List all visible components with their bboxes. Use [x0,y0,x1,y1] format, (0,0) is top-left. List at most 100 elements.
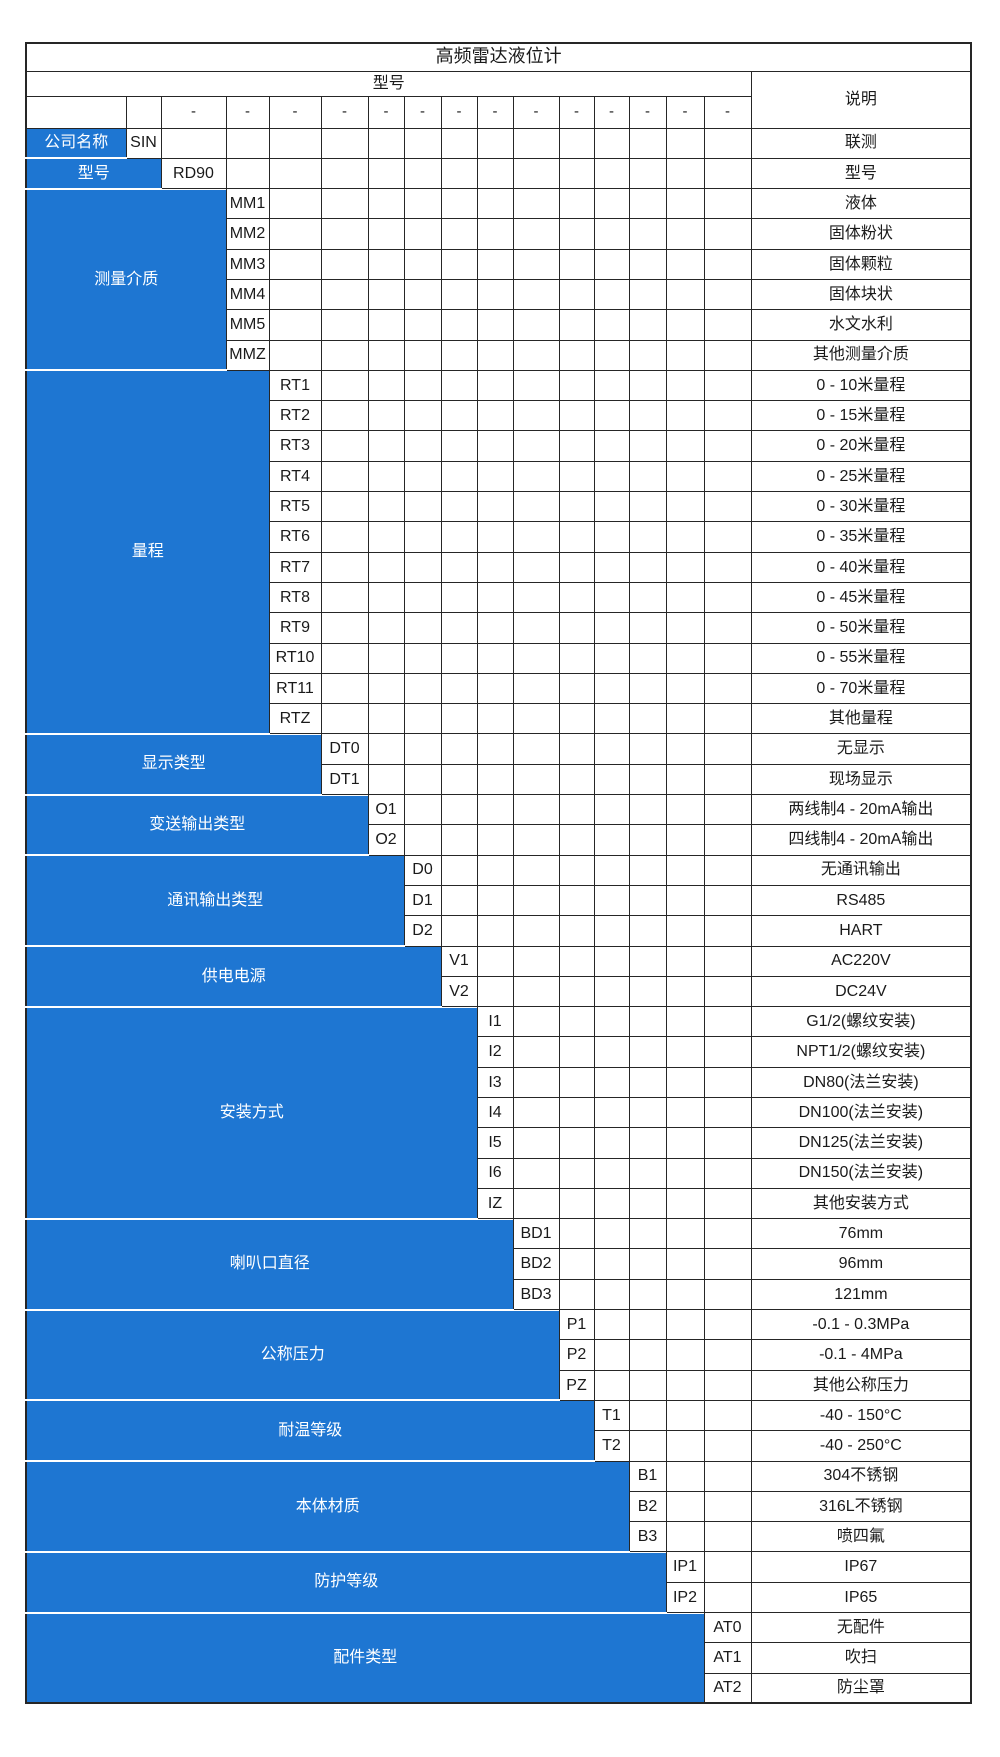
empty-cell [628,824,667,856]
empty-cell [628,672,667,705]
empty-cell [665,521,705,553]
empty-cell [558,1278,595,1311]
empty-cell [440,642,478,674]
empty-cell [403,672,442,705]
description-cell: G1/2(螺纹安装) [750,1006,972,1038]
empty-cell [558,400,595,432]
empty-cell [403,188,442,220]
code-cell: MMZ [225,339,270,371]
empty-cell [703,1278,752,1311]
dash-cell: - [320,95,369,129]
description-cell: -40 - 250°C [750,1430,972,1462]
empty-cell [593,551,630,583]
description-cell: IP67 [750,1551,972,1583]
empty-cell [628,1369,667,1401]
empty-cell [665,975,705,1008]
empty-cell [476,218,514,250]
empty-cell [628,218,667,250]
empty-cell [703,491,752,523]
empty-cell [512,157,560,190]
empty-cell [367,218,405,250]
empty-cell [665,824,705,856]
empty-cell [665,1369,705,1401]
description-cell: 固体粉状 [750,218,972,250]
empty-cell [476,188,514,220]
empty-cell [558,733,595,765]
code-cell: DT0 [320,733,369,765]
dash-cell: - [476,95,514,129]
empty-cell [512,551,560,583]
empty-cell [367,703,405,735]
empty-cell [512,672,560,705]
empty-cell [440,581,478,614]
empty-cell [403,430,442,462]
table-row: MMZ 其他测量介质 [26,339,972,371]
code-cell: RD90 [160,157,227,190]
empty-cell [476,884,514,917]
empty-cell [440,824,478,856]
empty-cell [593,309,630,341]
table-row: 量程 RT1 0 - 10米量程 [25,369,972,735]
empty-cell [476,521,514,553]
empty-cell [440,369,478,402]
empty-cell [558,1036,595,1068]
empty-cell [703,672,752,705]
description-cell: 316L不锈钢 [750,1490,972,1523]
empty-cell [225,127,270,159]
code-cell: D2 [403,915,442,947]
description-cell: 0 - 15米量程 [750,400,972,432]
empty-cell [160,127,227,159]
category-cell: 测量介质 [25,188,227,372]
empty-cell [268,188,322,220]
empty-cell [558,551,595,583]
empty-cell [512,763,560,796]
empty-cell [628,309,667,341]
empty-cell [703,521,752,553]
table-row: 显示类型 DT0 无显示 [25,733,972,796]
empty-cell [476,491,514,523]
empty-cell [476,430,514,462]
empty-cell [703,642,752,674]
empty-cell [593,460,630,493]
empty-cell [558,309,595,341]
empty-cell [320,491,369,523]
empty-cell [476,824,514,856]
empty-cell [703,1399,752,1432]
description-cell: 其他公称压力 [750,1369,972,1401]
empty-cell [367,642,405,674]
empty-cell [593,824,630,856]
empty-cell [268,218,322,250]
category-cell: 变送输出类型 [25,794,369,857]
empty-cell [440,248,478,280]
empty-cell [558,188,595,220]
dash-separator-row: -------------- [25,95,971,129]
empty-cell [367,491,405,523]
description-cell: 0 - 40米量程 [750,551,972,583]
description-cell: 固体颗粒 [750,248,972,280]
empty-cell [628,491,667,523]
empty-cell [628,581,667,614]
empty-cell [476,672,514,705]
empty-cell [703,430,752,462]
empty-cell [268,248,322,280]
empty-cell [440,794,478,826]
empty-cell [628,1399,667,1432]
dash-cell: - [558,95,595,129]
description-cell: RS485 [750,884,972,917]
empty-cell [367,430,405,462]
empty-cell [440,854,478,886]
empty-cell [320,642,369,674]
empty-cell [665,763,705,796]
empty-cell [665,248,705,280]
code-cell: RT8 [268,581,322,614]
table-row: 测量介质 MM1 液体 [25,188,972,372]
empty-cell [628,1309,667,1341]
empty-cell [628,1127,667,1159]
code-cell: MM5 [225,309,270,341]
description-cell: HART [750,915,972,947]
table-row: 型号 RD90 型号 [25,157,972,190]
empty-cell [558,1187,595,1220]
code-cell: RT7 [268,551,322,583]
empty-cell [703,1127,752,1159]
category-cell: 型号 [25,157,162,190]
